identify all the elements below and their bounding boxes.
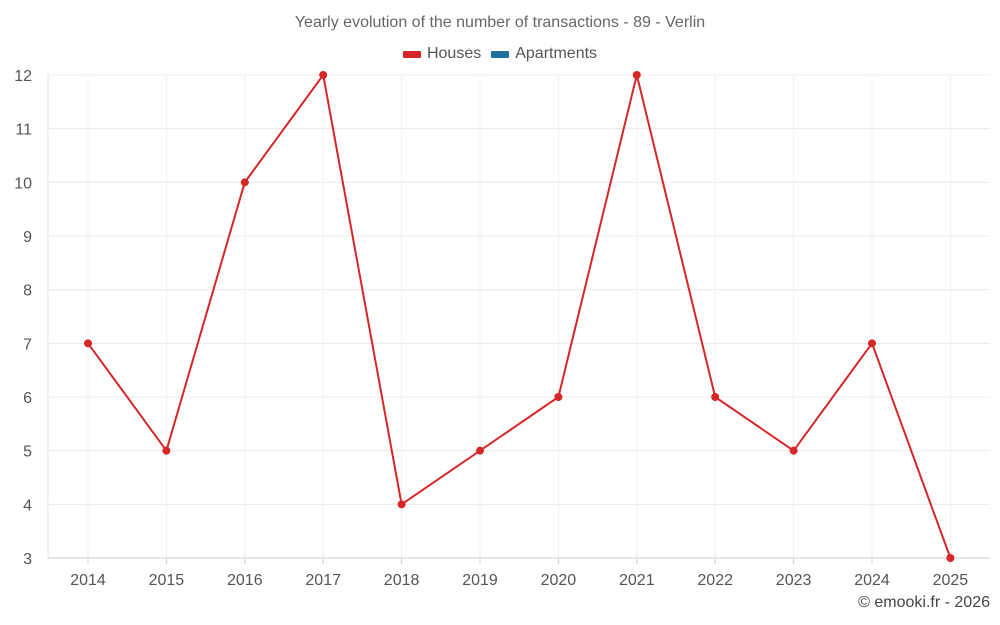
data-point-houses-2018[interactable]: [397, 500, 406, 509]
y-tick-label-7: 7: [23, 336, 32, 353]
y-tick-label-10: 10: [14, 175, 32, 192]
x-tick-label-2016: 2016: [227, 572, 263, 589]
series: [84, 71, 955, 562]
axes: 3 4 5 6 7 8 9 10 11 12 2014 2015 2016 2017 2018 2019 202…: [14, 68, 990, 589]
data-point-houses-2016[interactable]: [240, 178, 249, 187]
y-tick-label-8: 8: [23, 283, 32, 300]
legend-swatch-apartments: [491, 50, 510, 58]
x-tick-label-2014: 2014: [70, 572, 106, 589]
series-line-houses: [87, 74, 952, 559]
legend-label-apartments: Apartments: [515, 45, 598, 62]
y-tick-label-11: 11: [15, 122, 32, 139]
y-tick-label-12: 12: [14, 68, 32, 85]
y-tick-label-9: 9: [23, 229, 32, 246]
data-point-houses-2025[interactable]: [946, 554, 955, 562]
data-point-houses-2022[interactable]: [711, 393, 720, 401]
data-point-houses-2017[interactable]: [319, 71, 328, 79]
y-tick-label-4: 4: [23, 497, 32, 514]
legend-label-houses: Houses: [426, 45, 482, 62]
x-tick-label-2025: 2025: [933, 572, 969, 589]
legend-item-apartments[interactable]: Apartments: [491, 45, 597, 63]
grid: [48, 74, 990, 559]
data-point-houses-2019[interactable]: [476, 446, 484, 455]
x-tick-label-2023: 2023: [776, 572, 812, 589]
legend: Houses Apartments: [0, 45, 1000, 63]
x-tick-label-2019: 2019: [462, 572, 498, 589]
data-point-houses-2014[interactable]: [84, 339, 92, 348]
x-tick-label-2022: 2022: [697, 572, 733, 589]
data-point-houses-2015[interactable]: [162, 446, 171, 455]
y-tick-label-6: 6: [23, 390, 32, 407]
data-point-houses-2020[interactable]: [554, 393, 563, 401]
chart-title: Yearly evolution of the number of transa…: [294, 14, 706, 31]
data-point-houses-2021[interactable]: [632, 71, 641, 79]
legend-swatch-houses: [402, 50, 421, 58]
data-point-houses-2024[interactable]: [868, 339, 876, 348]
x-tick-label-2015: 2015: [149, 572, 185, 589]
x-tick-label-2018: 2018: [384, 572, 420, 589]
legend-item-houses[interactable]: Houses: [402, 45, 482, 63]
x-tick-label-2017: 2017: [305, 572, 341, 589]
y-tick-label-5: 5: [23, 444, 32, 461]
data-point-houses-2023[interactable]: [789, 446, 798, 455]
y-tick-label-3: 3: [23, 551, 32, 568]
credit-text: © emooki.fr - 2026: [858, 594, 990, 611]
x-tick-label-2020: 2020: [541, 572, 577, 589]
x-tick-label-2021: 2021: [619, 572, 655, 589]
x-tick-label-2024: 2024: [854, 572, 890, 589]
